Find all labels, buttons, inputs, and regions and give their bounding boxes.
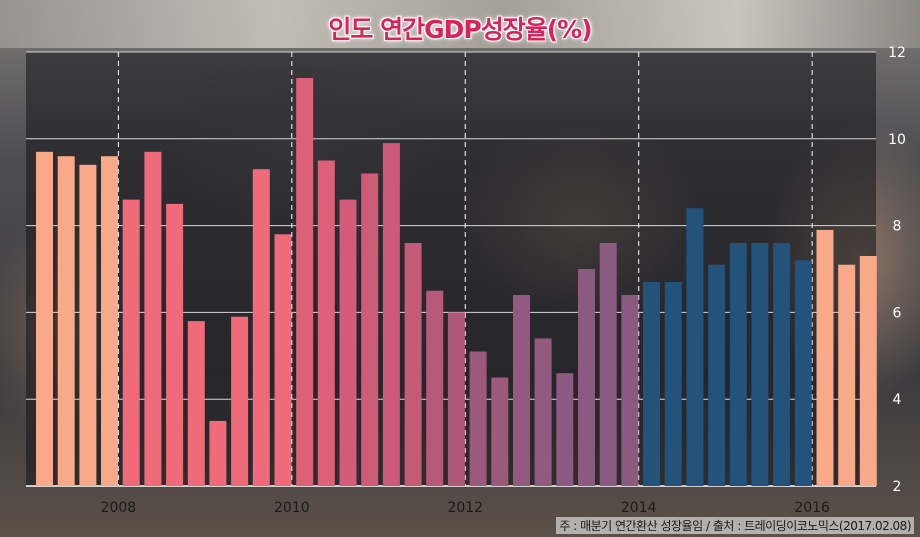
bar: [274, 234, 292, 486]
bar: [101, 156, 118, 486]
x-tick-label: 2014: [621, 500, 657, 516]
bar: [578, 269, 595, 486]
x-tick-label: 2012: [447, 500, 483, 516]
y-tick-label: 12: [888, 45, 906, 61]
bar: [382, 143, 400, 486]
bar: [816, 229, 834, 486]
bar: [361, 173, 379, 486]
source-note: 주 : 매분기 연간환산 성장율임 / 출처 : 트레이딩이코노믹스(2017.…: [556, 517, 914, 534]
bar: [187, 321, 205, 486]
bar: [534, 338, 552, 486]
bar: [794, 260, 812, 486]
bar: [751, 243, 769, 486]
bar: [664, 282, 682, 486]
bar: [122, 199, 140, 486]
bar: [599, 243, 617, 486]
bar: [859, 256, 877, 486]
y-tick-label: 2: [893, 479, 902, 495]
bar: [36, 151, 53, 487]
bar: [447, 312, 465, 486]
bar: [838, 264, 856, 486]
bar: [166, 203, 184, 486]
bar: [79, 164, 97, 487]
bar: [491, 377, 509, 486]
bar: [426, 290, 444, 486]
bar: [252, 169, 270, 486]
x-tick-label: 2016: [794, 500, 830, 516]
bar: [404, 243, 422, 486]
x-tick-label: 2010: [274, 500, 310, 516]
y-tick-label: 8: [893, 219, 902, 235]
bar: [469, 351, 487, 486]
y-axis-ticks: 2 4 6 8 10 12: [888, 45, 906, 495]
x-tick-label: 2008: [101, 500, 137, 516]
bar: [729, 243, 747, 486]
bar: [296, 78, 314, 486]
bar: [57, 156, 75, 486]
y-tick-label: 6: [893, 305, 902, 321]
y-tick-label: 10: [888, 132, 906, 148]
bar: [339, 199, 357, 486]
bar: [686, 208, 704, 486]
bar: [621, 295, 639, 486]
bar: [209, 420, 227, 486]
bar: [643, 282, 660, 486]
bar: [144, 151, 162, 487]
bar: [708, 264, 726, 486]
background-storefront: [0, 0, 920, 48]
chart-title: 인도 연간GDP성장율(%): [328, 15, 592, 44]
bar-series: [36, 78, 877, 487]
bar: [317, 160, 335, 486]
x-axis-ticks: 2008 2010 2012 2014 2016: [101, 500, 830, 516]
y-tick-label: 4: [893, 392, 902, 408]
bar: [773, 243, 791, 486]
bar: [513, 295, 530, 486]
bar: [231, 316, 249, 486]
bar: [556, 373, 574, 486]
